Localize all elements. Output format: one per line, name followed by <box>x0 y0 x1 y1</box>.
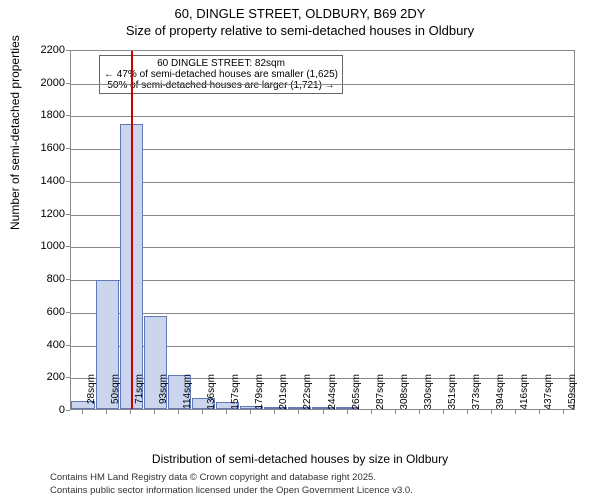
x-tick-label: 201sqm <box>278 374 289 414</box>
y-tick-mark <box>66 377 70 378</box>
x-tick-label: 459sqm <box>567 374 578 414</box>
y-tick-mark <box>66 83 70 84</box>
x-tick-mark <box>395 410 396 414</box>
y-tick-label: 800 <box>25 273 65 285</box>
y-tick-mark <box>66 50 70 51</box>
gridline <box>71 116 574 117</box>
x-tick-label: 437sqm <box>543 374 554 414</box>
x-tick-mark <box>106 410 107 414</box>
y-axis-label: Number of semi-detached properties <box>8 35 22 230</box>
y-tick-label: 1600 <box>25 142 65 154</box>
marker-line <box>131 51 133 409</box>
x-tick-mark <box>515 410 516 414</box>
callout-line1: 60 DINGLE STREET: 82sqm <box>104 58 338 69</box>
gridline <box>71 313 574 314</box>
x-tick-mark <box>178 410 179 414</box>
x-axis-label: Distribution of semi-detached houses by … <box>0 452 600 466</box>
callout-line2: ← 47% of semi-detached houses are smalle… <box>104 69 338 80</box>
y-tick-mark <box>66 312 70 313</box>
x-tick-label: 330sqm <box>423 374 434 414</box>
y-tick-label: 0 <box>25 404 65 416</box>
y-tick-label: 400 <box>25 339 65 351</box>
callout-line3: 50% of semi-detached houses are larger (… <box>104 80 338 91</box>
x-tick-label: 416sqm <box>519 374 530 414</box>
gridline <box>71 149 574 150</box>
x-tick-mark <box>82 410 83 414</box>
y-tick-mark <box>66 410 70 411</box>
x-tick-label: 308sqm <box>399 374 410 414</box>
gridline <box>71 280 574 281</box>
x-tick-label: 93sqm <box>158 374 169 414</box>
x-tick-mark <box>539 410 540 414</box>
footnote-line2: Contains public sector information licen… <box>50 485 413 496</box>
gridline <box>71 182 574 183</box>
x-tick-mark <box>563 410 564 414</box>
y-tick-mark <box>66 115 70 116</box>
x-tick-label: 179sqm <box>254 374 265 414</box>
x-tick-label: 222sqm <box>302 374 313 414</box>
x-tick-label: 114sqm <box>182 374 193 414</box>
gridline <box>71 247 574 248</box>
y-tick-label: 600 <box>25 306 65 318</box>
x-tick-mark <box>274 410 275 414</box>
y-tick-mark <box>66 181 70 182</box>
x-tick-mark <box>250 410 251 414</box>
gridline <box>71 215 574 216</box>
x-tick-mark <box>202 410 203 414</box>
x-tick-label: 136sqm <box>206 374 217 414</box>
y-tick-mark <box>66 246 70 247</box>
x-tick-mark <box>226 410 227 414</box>
y-tick-label: 1800 <box>25 109 65 121</box>
y-tick-mark <box>66 214 70 215</box>
x-tick-mark <box>154 410 155 414</box>
x-tick-label: 373sqm <box>471 374 482 414</box>
footnote-line1: Contains HM Land Registry data © Crown c… <box>50 472 376 483</box>
y-tick-mark <box>66 148 70 149</box>
y-tick-mark <box>66 345 70 346</box>
x-tick-label: 244sqm <box>327 374 338 414</box>
x-tick-label: 351sqm <box>447 374 458 414</box>
x-tick-label: 50sqm <box>110 374 121 414</box>
x-tick-label: 157sqm <box>230 374 241 414</box>
x-tick-mark <box>467 410 468 414</box>
y-tick-label: 1200 <box>25 208 65 220</box>
y-tick-label: 200 <box>25 371 65 383</box>
y-tick-mark <box>66 279 70 280</box>
plot-area: 60 DINGLE STREET: 82sqm ← 47% of semi-de… <box>70 50 575 410</box>
x-tick-label: 287sqm <box>375 374 386 414</box>
x-tick-label: 265sqm <box>351 374 362 414</box>
y-tick-label: 1400 <box>25 175 65 187</box>
gridline <box>71 84 574 85</box>
x-tick-mark <box>491 410 492 414</box>
y-tick-label: 2000 <box>25 77 65 89</box>
x-tick-mark <box>323 410 324 414</box>
x-tick-label: 394sqm <box>495 374 506 414</box>
y-tick-label: 1000 <box>25 240 65 252</box>
x-tick-mark <box>347 410 348 414</box>
x-tick-mark <box>371 410 372 414</box>
y-tick-label: 2200 <box>25 44 65 56</box>
chart-title-line2: Size of property relative to semi-detach… <box>0 21 600 38</box>
x-tick-label: 71sqm <box>134 374 145 414</box>
x-tick-mark <box>419 410 420 414</box>
x-tick-label: 28sqm <box>86 374 97 414</box>
x-tick-mark <box>298 410 299 414</box>
x-tick-mark <box>130 410 131 414</box>
chart-title-line1: 60, DINGLE STREET, OLDBURY, B69 2DY <box>0 0 600 21</box>
callout-box: 60 DINGLE STREET: 82sqm ← 47% of semi-de… <box>99 55 343 94</box>
x-tick-mark <box>443 410 444 414</box>
chart-container: 60, DINGLE STREET, OLDBURY, B69 2DY Size… <box>0 0 600 500</box>
